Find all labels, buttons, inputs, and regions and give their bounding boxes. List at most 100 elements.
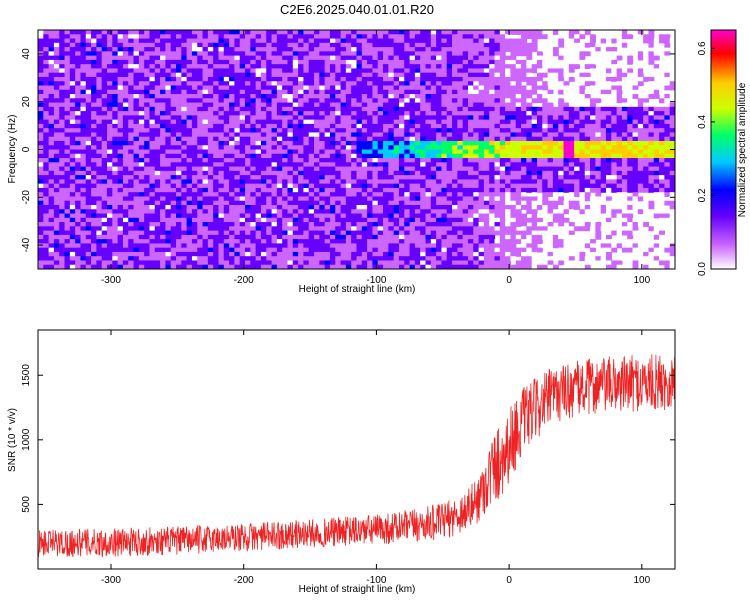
- heatmap-cell: [229, 68, 236, 74]
- heatmap-cell: [298, 85, 305, 91]
- heatmap-cell: [276, 115, 283, 121]
- heatmap-cell: [452, 89, 458, 95]
- heatmap-cell: [314, 153, 320, 159]
- heatmap-cell: [436, 243, 443, 249]
- heatmap-cell: [112, 264, 119, 269]
- heatmap-cell: [229, 145, 236, 151]
- heatmap-cell: [335, 256, 342, 262]
- heatmap-cell: [107, 51, 113, 57]
- heatmap-cell: [181, 64, 188, 70]
- heatmap-cell: [478, 230, 485, 236]
- heatmap-cell: [202, 196, 209, 202]
- heatmap-cell: [292, 136, 299, 142]
- heatmap-cell: [266, 42, 273, 48]
- heatmap-cell: [467, 196, 474, 202]
- heatmap-cell: [478, 106, 485, 112]
- heatmap-cell: [144, 115, 151, 121]
- heatmap-cell: [122, 64, 129, 70]
- heatmap-cell: [234, 200, 241, 206]
- heatmap-cell: [223, 239, 230, 244]
- heatmap-cell: [213, 192, 220, 198]
- heatmap-cell: [59, 106, 66, 112]
- heatmap-cell: [197, 76, 204, 82]
- heatmap-cell: [38, 55, 44, 61]
- heatmap-cell: [234, 183, 241, 189]
- heatmap-cell: [213, 81, 220, 87]
- heatmap-cell: [91, 38, 97, 44]
- heatmap-cell: [446, 51, 453, 57]
- heatmap-cell: [478, 170, 485, 176]
- heatmap-cell: [144, 136, 151, 142]
- heatmap-cell: [462, 68, 469, 74]
- heatmap-cell: [207, 68, 214, 74]
- heatmap-cell: [191, 243, 198, 249]
- heatmap-cell: [446, 149, 453, 155]
- heatmap-cell: [457, 68, 464, 74]
- heatmap-cell: [112, 196, 119, 202]
- heatmap-cell: [489, 123, 496, 129]
- heatmap-cell: [128, 162, 135, 168]
- heatmap-cell: [356, 34, 363, 40]
- heatmap-cell: [441, 128, 448, 134]
- heatmap-cell: [96, 239, 103, 244]
- heatmap-cell: [345, 166, 352, 172]
- heatmap-cell: [452, 140, 458, 146]
- heatmap-cell: [457, 256, 464, 262]
- heatmap-cell: [181, 158, 188, 163]
- heatmap-cell: [117, 106, 124, 112]
- heatmap-cell: [170, 192, 177, 198]
- heatmap-cell: [393, 209, 400, 215]
- heatmap-cell: [409, 153, 416, 159]
- heatmap-cell: [287, 51, 294, 57]
- heatmap-cell: [75, 179, 82, 185]
- heatmap-cell: [388, 239, 395, 244]
- heatmap-cell: [420, 89, 427, 95]
- heatmap-cell: [282, 128, 289, 134]
- heatmap-cell: [245, 196, 251, 202]
- heatmap-cell: [319, 187, 326, 193]
- heatmap-cell: [441, 200, 448, 206]
- heatmap-cell: [69, 251, 76, 257]
- heatmap-cell: [377, 59, 384, 65]
- heatmap-cell: [287, 230, 294, 236]
- heatmap-cell: [478, 175, 485, 180]
- heatmap-cell: [85, 200, 92, 206]
- heatmap-cell: [372, 166, 379, 172]
- heatmap-cell: [483, 145, 490, 151]
- heatmap-cell: [48, 179, 55, 185]
- heatmap-cell: [96, 200, 103, 206]
- heatmap-cell: [393, 264, 400, 269]
- heatmap-cell: [176, 230, 182, 236]
- heatmap-cell: [425, 55, 432, 61]
- heatmap-cell: [393, 106, 400, 112]
- heatmap-cell: [505, 196, 512, 202]
- heatmap-cell: [191, 115, 198, 121]
- heatmap-cell: [176, 247, 182, 253]
- heatmap-cell: [483, 179, 490, 185]
- heatmap-cell: [441, 234, 448, 240]
- heatmap-cell: [287, 140, 294, 146]
- heatmap-cell: [335, 243, 342, 249]
- heatmap-cell: [398, 187, 405, 193]
- heatmap-cell: [48, 51, 55, 57]
- heatmap-cell: [133, 260, 140, 266]
- heatmap-cell: [361, 30, 368, 35]
- heatmap-cell: [441, 213, 448, 219]
- heatmap-cell: [75, 136, 82, 142]
- heatmap-cell: [393, 179, 400, 185]
- heatmap-cell: [53, 38, 60, 44]
- heatmap-cell: [457, 200, 464, 206]
- heatmap-cell: [510, 38, 517, 44]
- heatmap-cell: [398, 68, 405, 74]
- heatmap-cell: [393, 234, 400, 240]
- heatmap-cell: [324, 76, 331, 82]
- heatmap-cell: [255, 149, 262, 155]
- heatmap-cell: [107, 72, 113, 78]
- heatmap-cell: [255, 145, 262, 151]
- heatmap-cell: [96, 81, 103, 87]
- heatmap-cell: [377, 55, 384, 61]
- heatmap-cell: [38, 226, 44, 232]
- heatmap-cell: [436, 196, 443, 202]
- heatmap-cell: [255, 243, 262, 249]
- heatmap-cell: [176, 51, 182, 57]
